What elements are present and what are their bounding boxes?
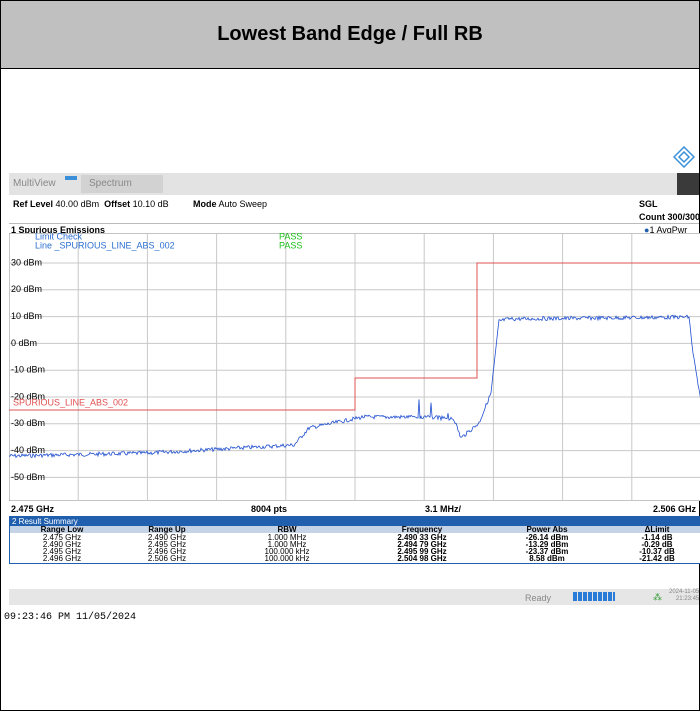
x-points: 8004 pts	[251, 504, 288, 514]
value: 40.00 dBm	[55, 199, 100, 209]
table-cell: 100.000 kHz	[264, 554, 310, 563]
limit-line-label: SPURIOUS_LINE_ABS_002	[13, 397, 128, 407]
x-stop: 2.506 GHz	[653, 504, 697, 514]
table-cell: 100.000 kHz	[264, 547, 310, 556]
x-start: 2.475 GHz	[11, 504, 55, 514]
status-time: 21:23:45	[675, 596, 700, 602]
table-cell: 2.495 99 GHz	[397, 547, 447, 556]
table-cell: 2.495 GHz	[42, 547, 82, 556]
count: Count 300/300	[639, 212, 700, 222]
limit-line	[9, 262, 700, 411]
table-cell: -23.37 dBm	[525, 547, 569, 556]
y-tick-label: -20 dBm	[11, 391, 45, 401]
trace-label: ●1 AvgPwr	[644, 225, 688, 235]
timestamp: 09:23:46 PM 11/05/2024	[4, 612, 137, 623]
menu-button[interactable]	[677, 173, 699, 195]
tab-indicator	[65, 176, 77, 180]
table-cell: 2.504 98 GHz	[397, 554, 447, 563]
limit-check: Limit Check	[35, 233, 83, 241]
tab[interactable]: MultiView	[13, 178, 56, 189]
table-header-bg	[10, 526, 700, 533]
trace	[9, 313, 700, 459]
trace: 1 AvgPwr	[649, 225, 688, 235]
column-header: RBW	[277, 525, 297, 534]
table-cell: 2.494 79 GHz	[397, 540, 447, 549]
table-cell: -26.14 dBm	[525, 533, 569, 542]
table-cell: -21.42 dB	[639, 554, 675, 563]
table-cell: 2.490 GHz	[147, 533, 187, 542]
logo	[673, 146, 695, 168]
separator	[9, 223, 699, 224]
header-title: Lowest Band Edge / Full RB	[1, 1, 699, 69]
line-result: PASS	[279, 240, 302, 250]
y-tick-label: -10 dBm	[11, 365, 45, 375]
result-summary-title: 2 Result Summary	[10, 517, 700, 526]
y-tick-label: 0 dBm	[11, 338, 37, 348]
result-summary: 2 Result Summary Range Low Range Up RBW Fre…	[9, 516, 700, 564]
status-datetime: 2024-11-05 21:23:45	[669, 589, 699, 603]
table-cell: 2.496 GHz	[147, 547, 187, 556]
table-cell: 2.496 GHz	[42, 554, 82, 563]
table-cell: 2.475 GHz	[42, 533, 82, 542]
table-cell: 2.490 33 GHz	[397, 533, 447, 542]
table-cell: 1.000 MHz	[267, 533, 307, 542]
sweep: SGL	[639, 199, 658, 209]
toolbar	[9, 173, 699, 195]
table-cell: 8.58 dBm	[529, 554, 565, 563]
progress-bar	[573, 592, 615, 601]
y-tick-label: 20 dBm	[11, 284, 42, 294]
column-header: Frequency	[401, 525, 443, 534]
table-cell: 2.506 GHz	[147, 554, 187, 563]
y-tick-label: 30 dBm	[11, 257, 42, 267]
limit-line-name: Line _SPURIOUS_LINE_ABS_002	[35, 240, 175, 250]
table-cell: -1.14 dB	[641, 533, 673, 542]
table-cell: -0.29 dB	[641, 540, 673, 549]
column-header: Range Low	[40, 525, 84, 534]
y-tick-label: 10 dBm	[11, 311, 42, 321]
value: 10.10 dB	[132, 199, 169, 209]
value: Auto Sweep	[218, 199, 268, 209]
label: Ref Level	[13, 199, 54, 209]
status-bar	[9, 589, 699, 605]
column-header: Range Up	[148, 525, 186, 534]
column-header: ΔLimit	[644, 525, 670, 534]
column-header: Power Abs	[526, 525, 568, 534]
status-icon: ⁂	[653, 592, 662, 602]
table-cell: 2.495 GHz	[147, 540, 187, 549]
x-span: 3.1 MHz/	[425, 504, 462, 514]
table-cell: 1.000 MHz	[267, 540, 307, 549]
table-cell: -13.29 dBm	[525, 540, 569, 549]
label: Mode	[193, 199, 217, 209]
label: Offset	[104, 199, 131, 209]
table-cell: -10.37 dB	[639, 547, 675, 556]
status-date: 2024-11-05	[669, 589, 700, 595]
limit-check-result: PASS	[279, 233, 302, 241]
tab-bg	[81, 175, 163, 193]
y-tick-label: -50 dBm	[11, 472, 45, 482]
status-state: Ready	[525, 593, 552, 603]
settings-mode: Mode Auto Sweep	[193, 199, 267, 209]
y-tick-label: -40 dBm	[11, 445, 45, 455]
settings: Ref Level 40.00 dBm Offset 10.10 dB	[13, 199, 169, 209]
window-title: 1 Spurious Emissions	[11, 225, 106, 235]
tab[interactable]: Spectrum	[89, 178, 132, 189]
spectrum-plot: 30 dBm 20 dBm 10 dBm 0 dBm -10 dBm -20 dBm -30…	[9, 233, 700, 501]
y-tick-label: -30 dBm	[11, 418, 45, 428]
table-cell: 2.490 GHz	[42, 540, 82, 549]
